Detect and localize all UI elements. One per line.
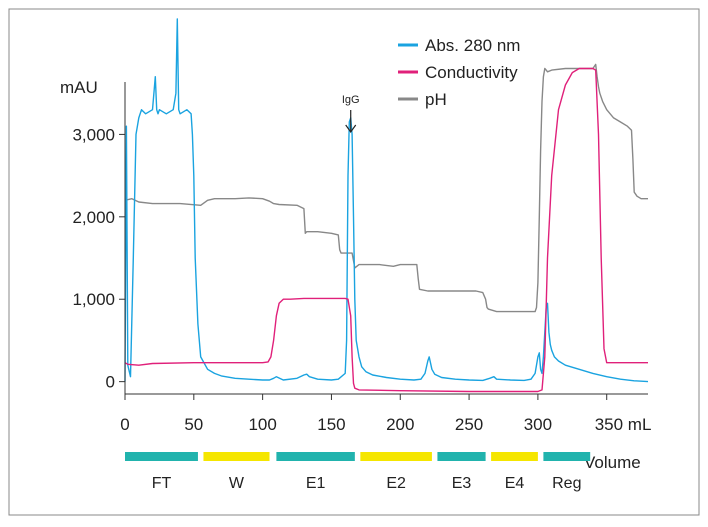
fraction-label: E2 <box>386 475 406 492</box>
fraction-label: Reg <box>552 475 581 492</box>
x-axis-label: Volume <box>584 453 641 472</box>
legend-label: Conductivity <box>425 63 518 82</box>
series-lines <box>124 18 649 393</box>
x-tick-label: 0 <box>120 415 129 434</box>
axes: 0 1,000 2,000 3,000 0 50 100 150 200 250 300 350 mL <box>72 82 651 434</box>
x-tick-label: 50 <box>184 415 203 434</box>
x-tick-label: 200 <box>386 415 414 434</box>
fraction-bar-e3 <box>437 452 486 461</box>
fraction-label: FT <box>152 475 172 492</box>
fraction-label: E4 <box>505 475 525 492</box>
figure-border <box>8 8 700 516</box>
annotation-arrow-head <box>345 124 357 134</box>
x-tick-label: 350 mL <box>595 415 652 434</box>
y-tick-label: 1,000 <box>72 290 115 309</box>
y-tick-label: 0 <box>106 373 115 392</box>
y-tick-label: 2,000 <box>72 208 115 227</box>
x-tick-label: 300 <box>524 415 552 434</box>
fraction-bar-reg <box>543 452 591 461</box>
series-line-conductivity <box>124 67 648 393</box>
peak-annotation-label: IgG <box>342 94 360 106</box>
series-line-abs-280-nm <box>124 18 649 383</box>
y-tick-label: 3,000 <box>72 125 115 144</box>
fraction-bar-ft <box>125 452 198 461</box>
legend-label: pH <box>425 90 447 109</box>
legend: Abs. 280 nm Conductivity pH <box>398 36 520 109</box>
fraction-bar-e4 <box>491 452 538 461</box>
fraction-bar: FT W E1 E2 E3 E4 Reg <box>125 452 591 492</box>
series-line-ph <box>124 63 648 313</box>
y-axis-label: mAU <box>60 78 98 97</box>
fraction-bar-e2 <box>360 452 432 461</box>
fraction-label: W <box>229 475 245 492</box>
x-tick-label: 100 <box>248 415 276 434</box>
legend-label: Abs. 280 nm <box>425 36 520 55</box>
fraction-bar-w <box>203 452 270 461</box>
fraction-label: E1 <box>306 475 326 492</box>
x-tick-label: 150 <box>317 415 345 434</box>
annotations: IgG <box>342 94 360 134</box>
x-tick-label: 250 <box>455 415 483 434</box>
fraction-label: E3 <box>452 475 472 492</box>
fraction-bar-e1 <box>276 452 355 461</box>
